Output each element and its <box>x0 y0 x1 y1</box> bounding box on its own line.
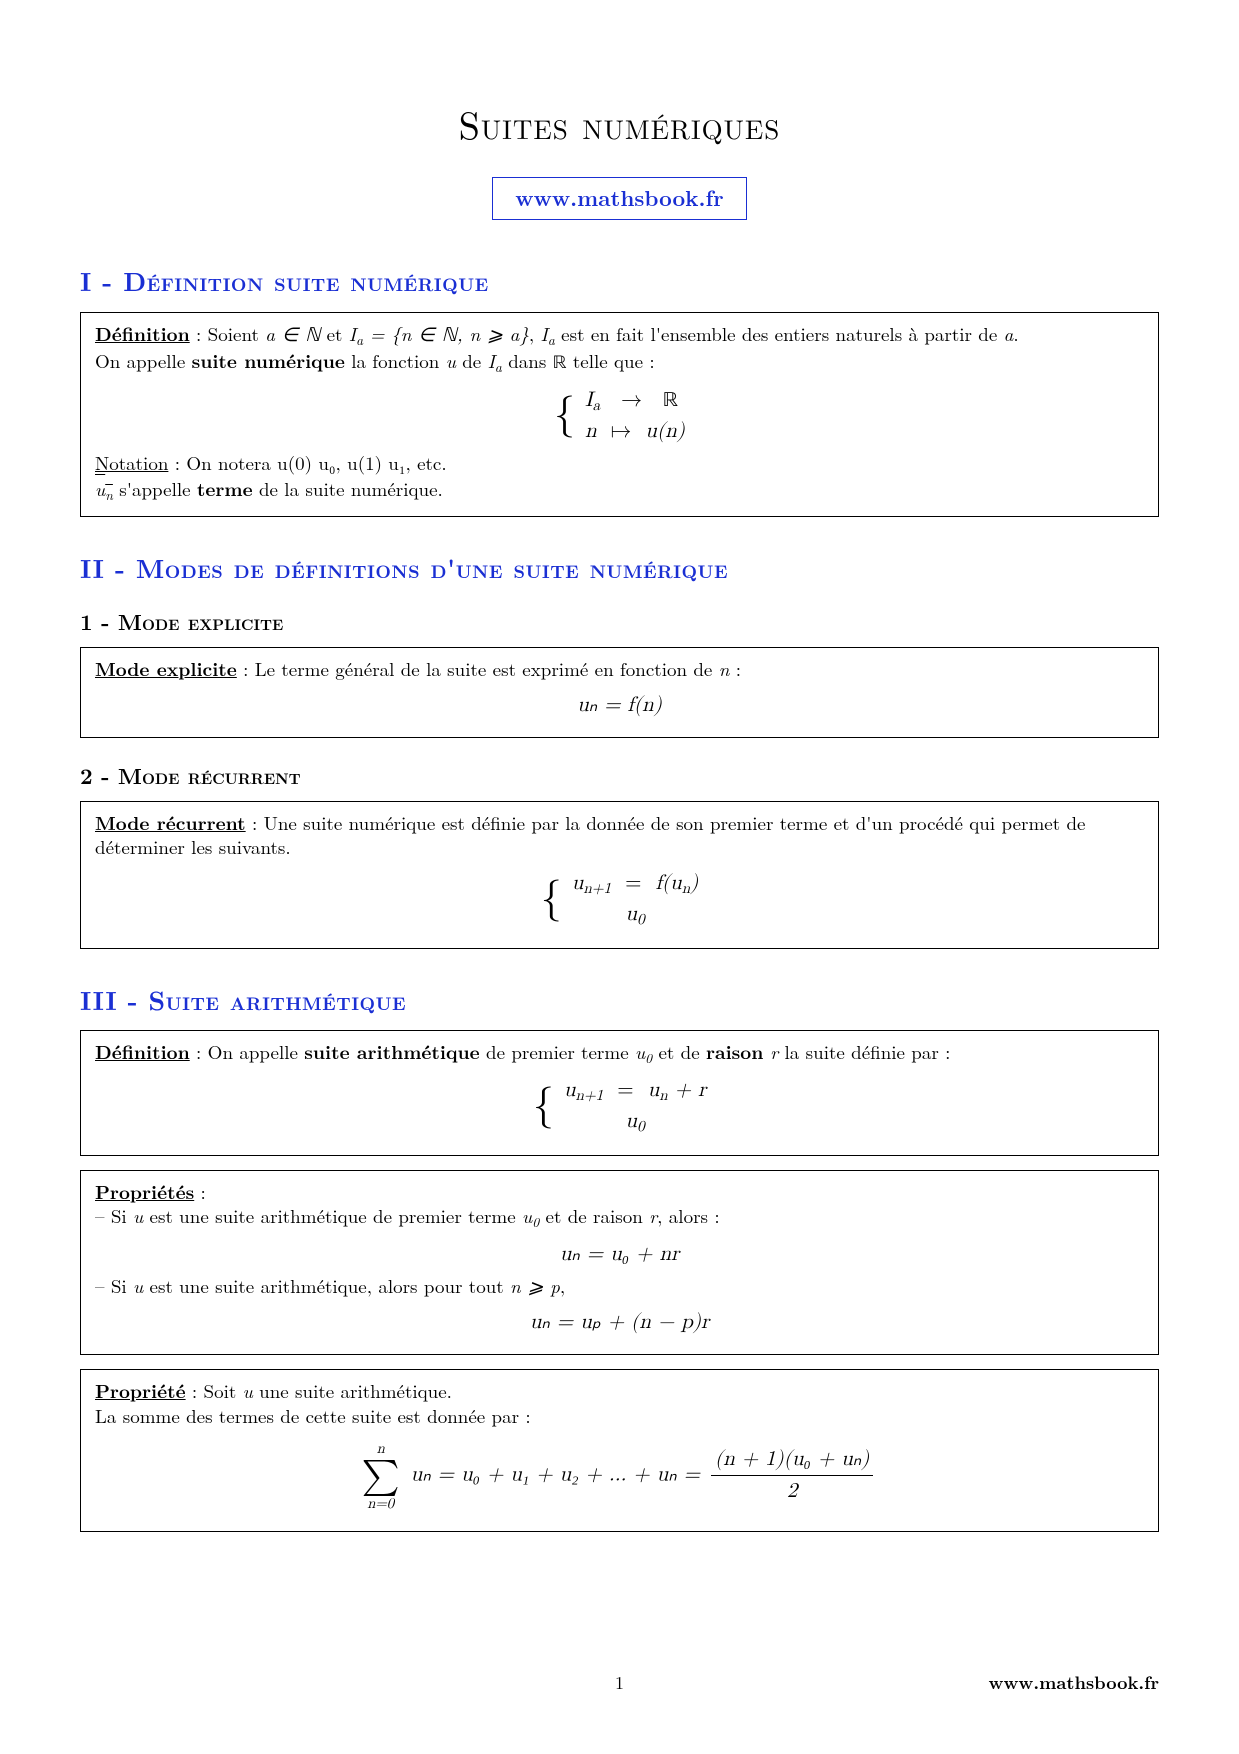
sum-property-line2: La somme des termes de cette suite est d… <box>95 1404 1144 1429</box>
page-number: 1 <box>80 1671 1159 1694</box>
page-title: Suites numériques <box>80 100 1159 149</box>
sum-equation: n ∑ n=0 uₙ = u₀ + u₁ + u₂ + ... + uₙ = (… <box>95 1439 1144 1513</box>
definition-text: Définition : Soient a ∈ ℕ et Ia = {n ∈ ℕ… <box>95 321 1144 349</box>
arith-def-box: Définition : On appelle suite arithmétiq… <box>80 1030 1159 1155</box>
property-2-eq: uₙ = uₚ + (n − p)r <box>95 1309 1144 1336</box>
section-3-heading: III - Suite arithmétique <box>80 983 1159 1017</box>
site-link[interactable]: www.mathsbook.fr <box>492 177 746 220</box>
arith-def-eq: { un+1 = un + r u0 <box>95 1077 1144 1137</box>
sum-property-line1: Propriété : Soit u une suite arithmétiqu… <box>95 1378 1144 1404</box>
notation-line1: Notation : On notera u(0) u₀, u(1) u₁, e… <box>95 451 1144 476</box>
page: Suites numériques www.mathsbook.fr I - D… <box>0 0 1239 1754</box>
arith-sum-box: Propriété : Soit u une suite arithmétiqu… <box>80 1369 1159 1532</box>
recurrent-mode-eq: { un+1 = f(un) u0 <box>95 870 1144 930</box>
explicit-mode-box: Mode explicite : Le terme général de la … <box>80 647 1159 738</box>
link-box-container: www.mathsbook.fr <box>80 177 1159 220</box>
properties-header: Propriétés : <box>95 1179 1144 1205</box>
section-2-heading: II - Modes de définitions d'une suite nu… <box>80 551 1159 585</box>
definition-text-line2: On appelle suite numérique la fonction u… <box>95 348 1144 377</box>
notation-label: Notation <box>95 449 168 476</box>
recurrent-mode-text: Mode récurrent : Une suite numérique est… <box>95 810 1144 860</box>
subsection-2-2: 2 - Mode récurrent <box>80 762 1159 791</box>
notation-line2: un s'appelle terme de la suite numérique… <box>95 476 1144 504</box>
property-2: – Si u est une suite arithmétique, alors… <box>95 1274 1144 1299</box>
property-1: – Si u est une suite arithmétique de pre… <box>95 1204 1144 1231</box>
arith-def-text: Définition : On appelle suite arithmétiq… <box>95 1039 1144 1067</box>
section-1-heading: I - Définition suite numérique <box>80 264 1159 298</box>
recurrent-mode-box: Mode récurrent : Une suite numérique est… <box>80 801 1159 949</box>
subsection-2-1: 1 - Mode explicite <box>80 608 1159 637</box>
definition-label: Définition <box>95 319 190 347</box>
explicit-mode-eq: uₙ = f(n) <box>95 692 1144 719</box>
definition-box-1: Définition : Soient a ∈ ℕ et Ia = {n ∈ ℕ… <box>80 312 1159 517</box>
footer: 1 www.mathsbook.fr <box>80 1671 1159 1694</box>
property-1-eq: uₙ = u₀ + nr <box>95 1241 1144 1268</box>
arith-properties-box: Propriétés : – Si u est une suite arithm… <box>80 1170 1159 1356</box>
definition-mapping: { Ia → ℝ n ↦ u(n) <box>95 387 1144 445</box>
explicit-mode-text: Mode explicite : Le terme général de la … <box>95 656 1144 682</box>
